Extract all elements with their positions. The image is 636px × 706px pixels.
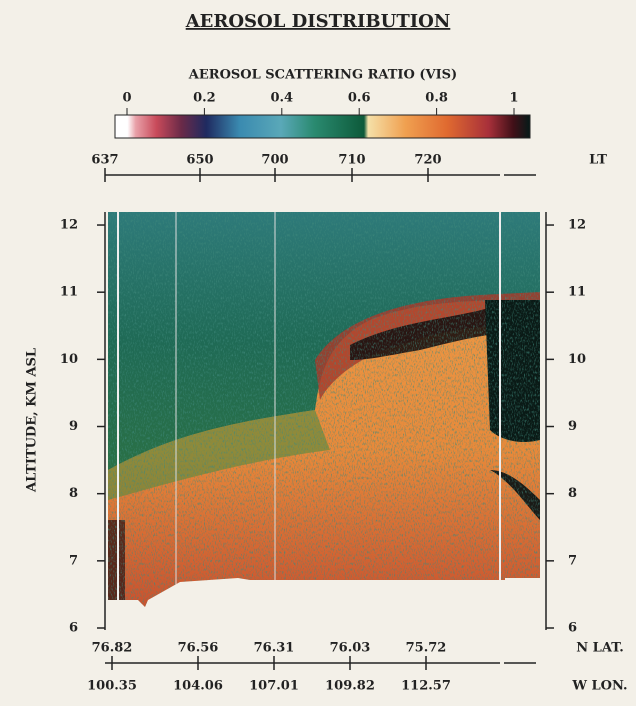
top-axis-label: LT xyxy=(589,153,607,168)
lon-tick-label: 109.82 xyxy=(325,679,375,694)
y2-tick-label: 6 xyxy=(568,621,577,636)
y2-tick-label: 7 xyxy=(568,553,577,568)
top-tick-label: 700 xyxy=(261,153,288,168)
colorbar-tick-label: 0.4 xyxy=(270,91,293,106)
lat-tick-label: 76.03 xyxy=(330,641,371,656)
lon-axis-label: W LON. xyxy=(571,679,627,694)
chart-title: AEROSOL DISTRIBUTION xyxy=(185,11,451,32)
lon-tick-label: 112.57 xyxy=(401,679,451,694)
top-tick-label: 710 xyxy=(338,153,365,168)
y2-tick-label: 12 xyxy=(568,218,586,233)
y-tick-label: 10 xyxy=(60,352,78,367)
colorbar-tick-label: 0 xyxy=(122,91,131,106)
top-tick-label: 650 xyxy=(186,153,213,168)
y-tick-label: 6 xyxy=(69,621,78,636)
lat-tick-label: 76.56 xyxy=(178,641,219,656)
y-tick-label: 8 xyxy=(69,486,78,501)
top-tick-label: 720 xyxy=(414,153,441,168)
colorbar xyxy=(114,114,531,139)
lat-tick-label: 76.31 xyxy=(254,641,295,656)
colorbar-tick-label: 1 xyxy=(509,91,518,106)
lat-tick-label: 75.72 xyxy=(406,641,447,656)
top-tick-label: 637 xyxy=(91,153,118,168)
lon-tick-label: 100.35 xyxy=(87,679,137,694)
y-tick-label: 12 xyxy=(60,218,78,233)
y-tick-label: 7 xyxy=(69,553,78,568)
y-axis-label: ALTITUDE, KM ASL xyxy=(25,348,40,493)
colorbar-tick-label: 0.6 xyxy=(348,91,371,106)
colorbar-label: AEROSOL SCATTERING RATIO (VIS) xyxy=(188,68,457,83)
colorbar-tick-label: 0.2 xyxy=(193,91,216,106)
colorbar-tick-label: 0.8 xyxy=(425,91,448,106)
lon-tick-label: 104.06 xyxy=(173,679,223,694)
lon-tick-label: 107.01 xyxy=(249,679,299,694)
heatmap xyxy=(108,212,540,607)
y-tick-label: 9 xyxy=(69,419,78,434)
y2-tick-label: 11 xyxy=(568,285,586,300)
y2-tick-label: 10 xyxy=(568,352,586,367)
y2-tick-label: 9 xyxy=(568,419,577,434)
y-tick-label: 11 xyxy=(60,285,78,300)
lat-axis-label: N LAT. xyxy=(576,641,623,656)
lat-tick-label: 76.82 xyxy=(92,641,133,656)
y2-tick-label: 8 xyxy=(568,486,577,501)
